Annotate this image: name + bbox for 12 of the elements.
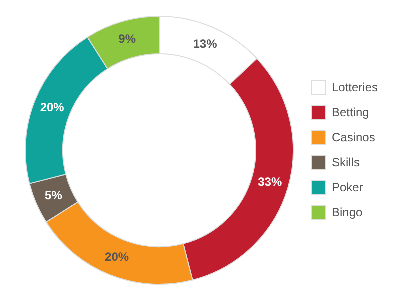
- legend-label: Lotteries: [332, 80, 378, 94]
- legend-label: Skills: [332, 155, 360, 170]
- legend-label: Poker: [332, 180, 364, 194]
- legend-label: Casinos: [332, 130, 376, 144]
- data-label: 13%: [193, 37, 218, 52]
- data-label: 20%: [40, 100, 65, 114]
- data-label: 20%: [105, 250, 130, 264]
- legend-label: Bingo: [332, 205, 363, 220]
- data-label: 9%: [118, 32, 136, 46]
- data-label: 33%: [258, 174, 282, 189]
- legend-label: Betting: [332, 105, 370, 120]
- data-label: 5%: [45, 188, 63, 203]
